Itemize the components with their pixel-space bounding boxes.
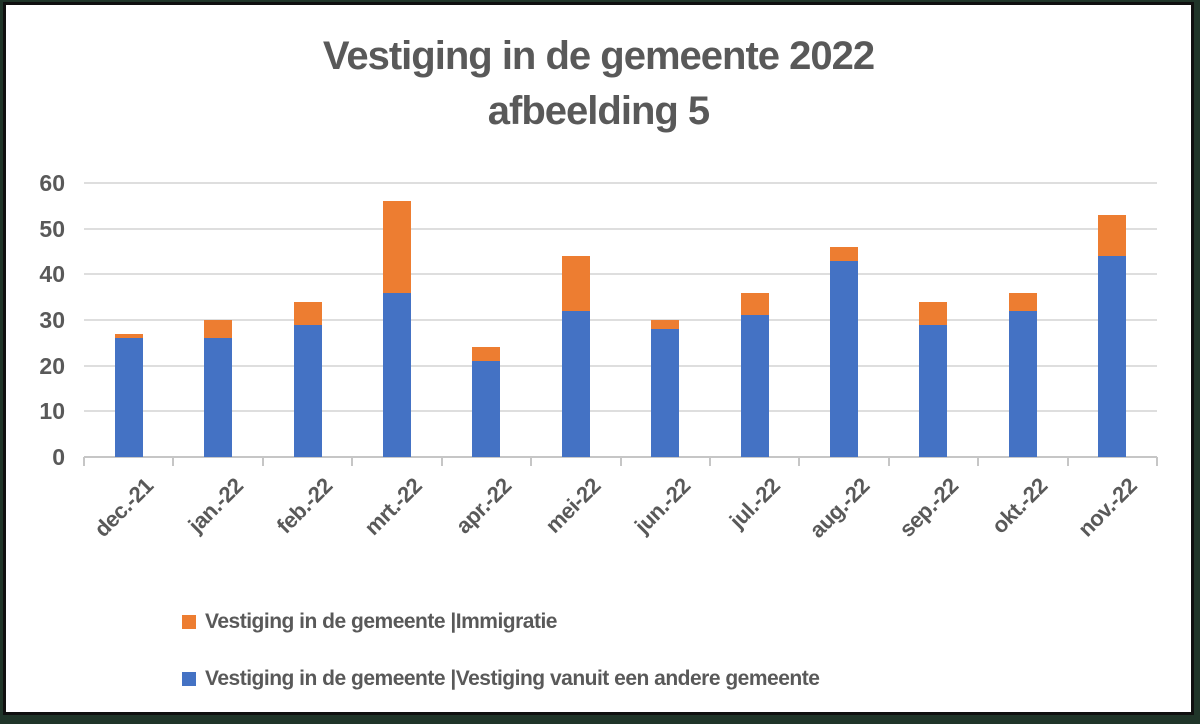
bar-mei-22-immigratie: [561, 256, 590, 311]
x-axis-label-jun.-22: jun.-22: [629, 473, 695, 539]
legend-label-immigratie: Vestiging in de gemeente |Immigratie: [205, 610, 557, 633]
y-tick-label-40: 40: [39, 261, 65, 288]
x-axis-tick-1: [172, 457, 175, 466]
x-axis-label-okt.-22: okt.-22: [987, 473, 1053, 539]
gridline-40: [84, 273, 1157, 276]
x-axis-label-mrt.-22: mrt.-22: [359, 473, 427, 541]
bar-mrt.-22-vestiging-andere-gemeente: [382, 292, 411, 457]
gridline-10: [84, 410, 1157, 413]
legend-item-vestiging-andere-gemeente: Vestiging in de gemeente |Vestiging vanu…: [182, 666, 820, 692]
bar-jun.-22-immigratie: [651, 320, 680, 330]
bar-jun.-22-vestiging-andere-gemeente: [651, 329, 680, 457]
y-tick-label-60: 60: [39, 170, 65, 196]
bar-feb.-22-vestiging-andere-gemeente: [293, 324, 322, 457]
bar-okt.-22-vestiging-andere-gemeente: [1008, 310, 1037, 457]
x-axis-label-jul.-22: jul.-22: [724, 473, 785, 534]
y-tick-label-30: 30: [39, 307, 65, 333]
chart-title-line1: Vestiging in de gemeente 2022: [322, 34, 875, 78]
y-tick-label-10: 10: [39, 398, 65, 425]
x-axis-label-apr.-22: apr.-22: [450, 473, 517, 539]
y-tick-label-50: 50: [39, 215, 65, 242]
bar-jan.-22-vestiging-andere-gemeente: [204, 338, 233, 457]
chart-title: Vestiging in de gemeente 2022 afbeelding…: [6, 29, 1191, 139]
x-axis-label-sep.-22: sep.-22: [894, 473, 964, 542]
x-axis-tick-5: [530, 457, 533, 466]
bar-nov.-22-immigratie: [1098, 214, 1127, 257]
y-tick-label-20: 20: [39, 352, 65, 379]
legend-label-vestiging-andere-gemeente: Vestiging in de gemeente |Vestiging vanu…: [205, 667, 820, 690]
bar-apr.-22-immigratie: [472, 347, 501, 362]
x-axis-label-dec.-21: dec.-21: [89, 473, 159, 542]
x-axis-tick-2: [261, 457, 264, 466]
bar-nov.-22-vestiging-andere-gemeente: [1098, 256, 1127, 457]
chart-canvas: Vestiging in de gemeente 2022 afbeelding…: [3, 2, 1194, 715]
x-axis-tick-12: [1156, 457, 1158, 466]
x-axis-label-aug.-22: aug.-22: [804, 473, 874, 543]
x-axis-tick-6: [619, 457, 622, 466]
legend-swatch-immigratie: [182, 615, 196, 629]
bar-aug.-22-vestiging-andere-gemeente: [830, 260, 859, 457]
x-axis-tick-3: [351, 457, 354, 466]
chart-title-line2: afbeelding 5: [487, 89, 710, 133]
bar-dec.-21-immigratie: [114, 333, 143, 339]
bar-sep.-22-vestiging-andere-gemeente: [919, 324, 948, 457]
gridline-20: [84, 364, 1157, 367]
x-axis-label-nov.-22: nov.-22: [1073, 473, 1142, 542]
x-axis-tick-9: [887, 457, 890, 466]
bar-dec.-21-vestiging-andere-gemeente: [114, 338, 143, 457]
x-axis-tick-4: [440, 457, 443, 466]
x-axis-label-jan.-22: jan.-22: [183, 473, 248, 538]
x-axis-tick-10: [977, 457, 980, 466]
legend: Vestiging in de gemeente |Immigratie Ves…: [182, 609, 820, 723]
bar-feb.-22-immigratie: [293, 301, 322, 325]
x-axis-tick-7: [708, 457, 711, 466]
bar-jul.-22-immigratie: [740, 292, 769, 316]
x-axis-label-feb.-22: feb.-22: [271, 473, 338, 539]
y-tick-label-0: 0: [52, 444, 65, 470]
legend-swatch-vestiging-andere-gemeente: [182, 672, 196, 686]
gridline-30: [84, 319, 1157, 321]
gridline-50: [84, 227, 1157, 230]
bar-jul.-22-vestiging-andere-gemeente: [740, 315, 769, 457]
plot-area: 0 10 20 30 40 50 60 dec.-21 jan.-22 feb.-22 mrt.-2…: [39, 170, 1158, 543]
bar-aug.-22-immigratie: [830, 246, 859, 261]
bar-mei-22-vestiging-andere-gemeente: [561, 310, 590, 457]
bar-apr.-22-vestiging-andere-gemeente: [472, 361, 501, 457]
legend-item-immigratie: Vestiging in de gemeente |Immigratie: [182, 609, 819, 635]
bar-jan.-22-immigratie: [204, 320, 233, 339]
x-axis-tick-11: [1066, 457, 1069, 466]
bar-mrt.-22-immigratie: [382, 201, 411, 293]
gridline-60: [84, 182, 1157, 184]
bar-sep.-22-immigratie: [919, 301, 948, 325]
bar-okt.-22-immigratie: [1008, 292, 1037, 311]
x-axis-tick-8: [798, 457, 801, 466]
x-axis-tick-0: [83, 457, 85, 466]
x-axis-label-mei-22: mei-22: [540, 473, 606, 538]
